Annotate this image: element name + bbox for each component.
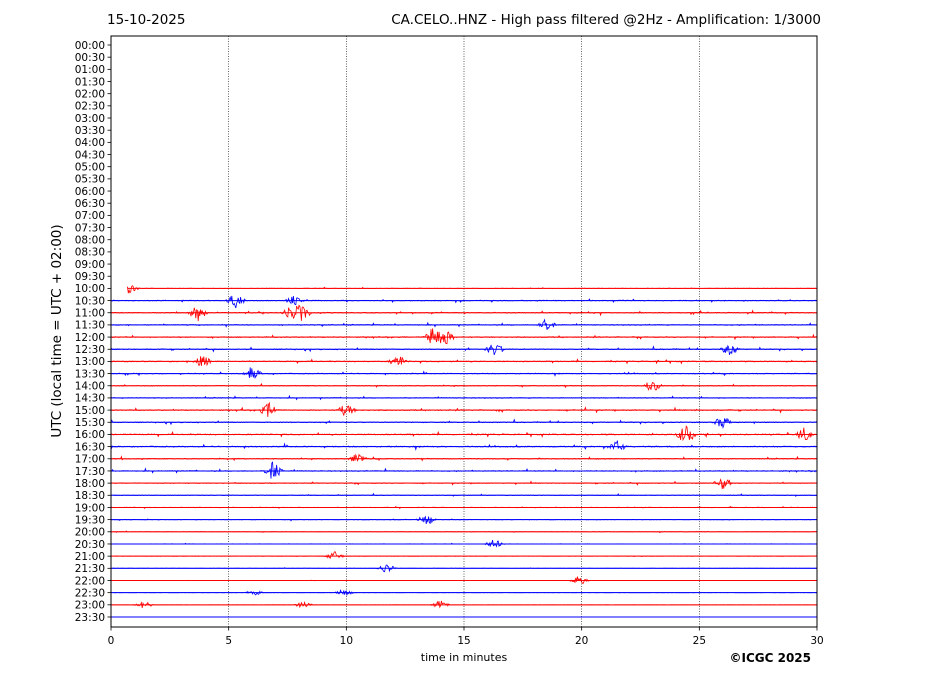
y-tick-label: 08:00 <box>75 235 105 247</box>
y-tick-label: 15:30 <box>75 417 105 429</box>
x-tick-label: 30 <box>810 635 823 647</box>
trace-1300 <box>110 356 817 367</box>
traces <box>110 285 817 618</box>
trace-1530 <box>110 417 817 430</box>
y-tick-label: 09:00 <box>75 259 105 271</box>
y-tick-label: 08:30 <box>75 247 105 259</box>
trace-1730 <box>110 461 817 479</box>
y-tick-label: 05:00 <box>75 162 105 174</box>
y-tick-label: 05:30 <box>75 174 105 186</box>
y-tick-label: 06:00 <box>75 186 105 198</box>
y-tick-label: 04:30 <box>75 149 105 161</box>
y-tick-label: 20:30 <box>75 539 105 551</box>
copyright-text: ©ICGC 2025 <box>729 651 811 665</box>
y-tick-label: 02:30 <box>75 101 105 113</box>
y-tick-label: 17:30 <box>75 466 105 478</box>
x-tick-label: 0 <box>108 635 115 647</box>
trace-2100 <box>110 550 817 559</box>
y-tick-label: 13:00 <box>75 356 105 368</box>
y-tick-label: 02:00 <box>75 88 105 100</box>
y-tick-label: 01:00 <box>75 64 105 76</box>
y-tick-label: 18:30 <box>75 490 105 502</box>
y-tick-label: 11:30 <box>75 320 105 332</box>
y-tick-label: 14:30 <box>75 393 105 405</box>
y-axis-label: UTC (local time = UTC + 02:00) <box>49 224 65 438</box>
trace-1130 <box>110 318 817 330</box>
y-tick-label: 21:00 <box>75 551 105 563</box>
y-tick-label: 10:30 <box>75 295 105 307</box>
trace-1330 <box>110 367 817 379</box>
trace-2130 <box>110 564 817 573</box>
trace-2030 <box>110 539 817 548</box>
y-tick-label: 19:30 <box>75 514 105 526</box>
y-tick-label: 22:30 <box>75 587 105 599</box>
y-tick-label: 00:30 <box>75 52 105 64</box>
trace-2200 <box>110 576 817 585</box>
y-tick-label: 14:00 <box>75 381 105 393</box>
y-tick-label: 22:00 <box>75 575 105 587</box>
trace-1600 <box>110 425 817 442</box>
y-tick-label: 20:00 <box>75 527 105 539</box>
x-tick-label: 20 <box>575 635 588 647</box>
y-tick-label: 12:00 <box>75 332 105 344</box>
y-tick-label: 16:30 <box>75 441 105 453</box>
y-tick-label: 16:00 <box>75 429 105 441</box>
trace-2230 <box>110 589 817 597</box>
trace-1830 <box>110 492 817 497</box>
trace-1000 <box>127 285 817 294</box>
y-tick-label: 12:30 <box>75 344 105 356</box>
trace-2000 <box>110 530 817 534</box>
x-tick-label: 5 <box>225 635 232 647</box>
trace-1230 <box>110 344 817 356</box>
y-tick-label: 01:30 <box>75 76 105 88</box>
x-tick-label: 15 <box>457 635 470 647</box>
y-tick-label: 17:00 <box>75 454 105 466</box>
y-tick-label: 09:30 <box>75 271 105 283</box>
trace-1030 <box>110 295 817 309</box>
trace-1200 <box>110 328 817 345</box>
axes: 00:0000:3001:0001:3002:0002:3003:0003:30… <box>75 35 824 647</box>
y-tick-label: 23:00 <box>75 600 105 612</box>
y-tick-label: 07:00 <box>75 210 105 222</box>
y-tick-label: 07:30 <box>75 222 105 234</box>
y-tick-label: 03:00 <box>75 113 105 125</box>
y-tick-label: 00:00 <box>75 40 105 52</box>
y-tick-label: 15:00 <box>75 405 105 417</box>
trace-1500 <box>110 401 817 417</box>
x-tick-label: 10 <box>340 635 353 647</box>
x-axis-label: time in minutes <box>420 651 508 664</box>
trace-2300 <box>111 600 817 609</box>
y-tick-label: 06:30 <box>75 198 105 210</box>
y-tick-label: 23:30 <box>75 612 105 624</box>
trace-1430 <box>110 394 817 401</box>
trace-1400 <box>110 381 817 391</box>
date-label: 15-10-2025 <box>107 12 186 28</box>
trace-1900 <box>110 505 817 510</box>
trace-1700 <box>110 453 817 462</box>
y-tick-label: 11:00 <box>75 308 105 320</box>
trace-1630 <box>110 440 817 451</box>
y-tick-label: 18:00 <box>75 478 105 490</box>
trace-1800 <box>110 478 817 489</box>
trace-1100 <box>111 304 817 322</box>
gridlines <box>228 36 700 627</box>
y-tick-label: 03:30 <box>75 125 105 137</box>
x-tick-label: 25 <box>693 635 706 647</box>
y-tick-label: 04:00 <box>75 137 105 149</box>
y-tick-label: 10:00 <box>75 283 105 295</box>
y-tick-label: 13:30 <box>75 368 105 380</box>
y-tick-label: 19:00 <box>75 502 105 514</box>
chart-title: CA.CELO..HNZ - High pass filtered @2Hz -… <box>391 12 821 28</box>
trace-1930 <box>110 515 817 524</box>
y-tick-label: 21:30 <box>75 563 105 575</box>
